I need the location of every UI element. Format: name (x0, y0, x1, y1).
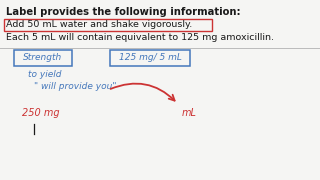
Text: 125 mg/ 5 mL: 125 mg/ 5 mL (119, 53, 181, 62)
Text: mL: mL (182, 108, 197, 118)
Text: Label provides the following information:: Label provides the following information… (6, 7, 241, 17)
Bar (4, 19, 212, 31)
Text: " will provide you": " will provide you" (34, 82, 116, 91)
Bar (110, 50, 190, 66)
Text: Add 50 mL water and shake vigorously.: Add 50 mL water and shake vigorously. (6, 20, 192, 29)
Text: to yield: to yield (28, 70, 61, 79)
Bar (14, 50, 72, 66)
Text: Strength: Strength (23, 53, 63, 62)
Text: Each 5 mL will contain equivalent to 125 mg amoxicillin.: Each 5 mL will contain equivalent to 125… (6, 33, 274, 42)
Text: 250 mg: 250 mg (22, 108, 60, 118)
